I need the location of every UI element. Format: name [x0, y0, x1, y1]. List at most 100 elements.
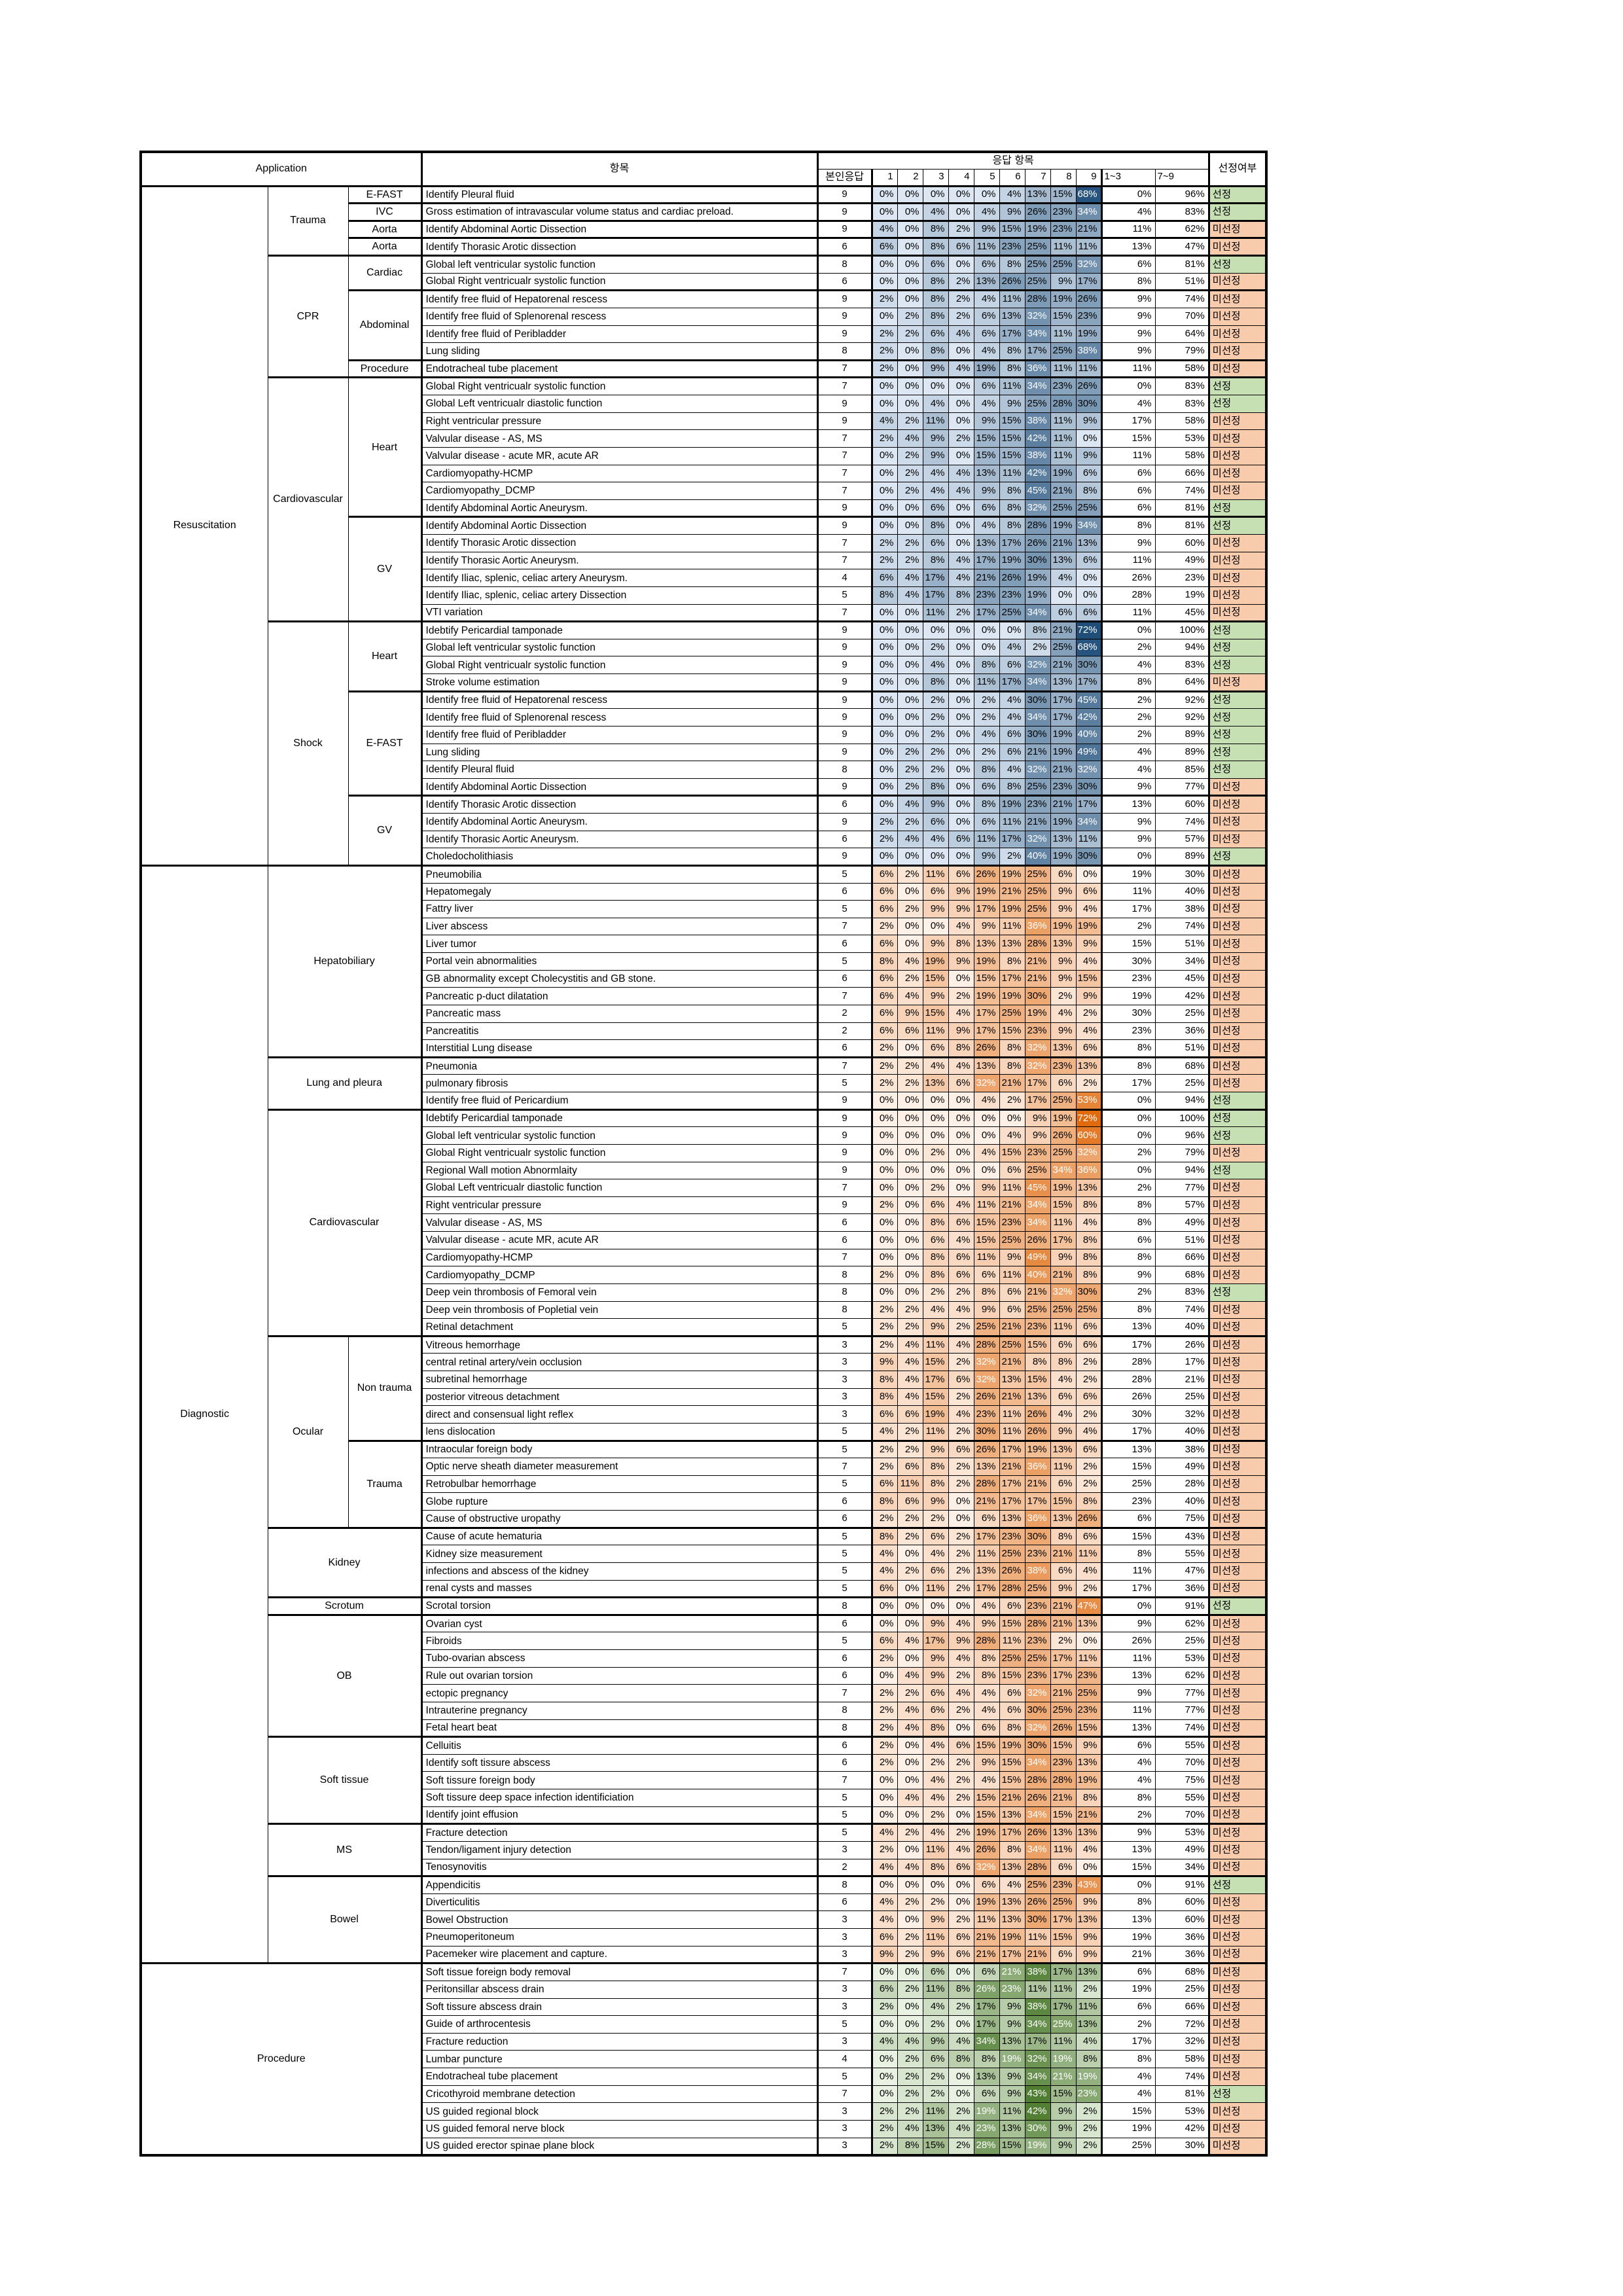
response-pct-cell: 0% [870, 603, 898, 622]
response-pct-cell: 9% [922, 1492, 949, 1511]
response-pct-cell: 4% [948, 1196, 974, 1215]
item-cell: Pneumobilia [420, 864, 818, 884]
item-cell: US guided femoral nerve block [420, 2119, 818, 2138]
response-pct-cell: 2% [1050, 1632, 1077, 1650]
response-pct-cell: 6% [1075, 1318, 1102, 1336]
table-row: Identify Thorasic Aortic Aneurysm. 6 2% 4% 4… [141, 830, 1267, 849]
response-pct-cell: 26% [1024, 1823, 1051, 1842]
item-cell: Pancreatitis [420, 1022, 818, 1041]
response-pct-cell: 2% [897, 325, 923, 344]
status-cell: 미선정 [1207, 1422, 1267, 1441]
response-pct-cell: 4% [948, 325, 974, 344]
response-pct-cell: 17% [1050, 1666, 1077, 1685]
response-pct-cell: 19% [1050, 516, 1077, 535]
r13-pct-cell: 17% [1100, 1422, 1156, 1441]
response-pct-cell: 25% [1050, 1300, 1077, 1319]
response-pct-cell: 0% [922, 1875, 949, 1894]
col-header-self-response: 본인응답 [816, 168, 872, 187]
r13-pct-cell: 11% [1100, 1701, 1156, 1720]
response-pct-cell: 19% [1075, 917, 1102, 936]
response-pct-cell: 9% [999, 2015, 1026, 2034]
response-pct-cell: 13% [999, 1893, 1026, 1912]
response-pct-cell: 2% [948, 2102, 974, 2121]
response-pct-cell: 6% [948, 1074, 974, 1092]
response-pct-cell: 11% [973, 673, 1000, 692]
response-pct-cell: 6% [870, 935, 898, 953]
status-cell: 미선정 [1207, 778, 1267, 797]
response-pct-cell: 30% [1075, 778, 1102, 797]
self-response-cell: 5 [816, 2015, 872, 2034]
response-pct-cell: 4% [973, 1092, 1000, 1110]
item-cell: Fracture reduction [420, 2032, 818, 2051]
response-pct-cell: 0% [897, 638, 923, 657]
response-pct-cell: 2% [948, 1283, 974, 1302]
response-pct-cell: 4% [897, 1388, 923, 1407]
response-pct-cell: 30% [1024, 2119, 1051, 2138]
response-pct-cell: 0% [870, 307, 898, 326]
response-pct-cell: 8% [870, 952, 898, 971]
r79-pct-cell: 70% [1154, 307, 1209, 326]
response-pct-cell: 4% [1075, 952, 1102, 971]
self-response-cell: 7 [816, 534, 872, 552]
response-pct-cell: 8% [1024, 620, 1051, 639]
response-pct-cell: 8% [922, 673, 949, 692]
r13-pct-cell: 8% [1100, 1545, 1156, 1563]
response-pct-cell: 19% [973, 2102, 1000, 2121]
response-pct-cell: 45% [1075, 690, 1102, 709]
response-pct-cell: 6% [948, 1928, 974, 1946]
self-response-cell: 7 [816, 376, 872, 395]
self-response-cell: 6 [816, 1736, 872, 1755]
response-pct-cell: 4% [948, 1004, 974, 1023]
response-pct-cell: 21% [999, 882, 1026, 901]
response-pct-cell: 2% [870, 1196, 898, 1215]
item-cell: posterior vitreous detachment [420, 1388, 818, 1407]
response-pct-cell: 21% [1024, 1283, 1051, 1302]
response-pct-cell: 25% [1050, 255, 1077, 274]
r79-pct-cell: 83% [1154, 376, 1209, 395]
r13-pct-cell: 13% [1100, 1719, 1156, 1738]
self-response-cell: 8 [816, 1266, 872, 1284]
self-response-cell: 5 [816, 1526, 872, 1546]
response-pct-cell: 13% [999, 1858, 1026, 1877]
response-pct-cell: 11% [1050, 446, 1077, 465]
item-cell: Identify Iliac, splenic, celiac artery A… [420, 569, 818, 587]
table-row: Diagnostic Hepatobiliary Pneumobilia 5 6% 2% 1… [140, 864, 1267, 1964]
response-pct-cell: 26% [1050, 1126, 1077, 1145]
r13-pct-cell: 19% [1100, 2119, 1156, 2138]
col-header-2: 2 [897, 168, 923, 187]
r79-pct-cell: 94% [1154, 1092, 1209, 1110]
r13-pct-cell: 0% [1100, 1092, 1156, 1110]
item-cell: Global Right ventricualr systolic functi… [420, 272, 818, 291]
response-pct-cell: 0% [897, 1649, 923, 1668]
response-pct-cell: 11% [999, 1405, 1026, 1424]
item-cell: Identify free fluid of Peribladder [420, 325, 818, 344]
r13-pct-cell: 0% [1100, 376, 1156, 395]
self-response-cell: 6 [816, 935, 872, 953]
response-pct-cell: 13% [1075, 1753, 1102, 1772]
r13-pct-cell: 4% [1100, 1771, 1156, 1789]
category-cell: Kidney [267, 1526, 422, 1598]
status-cell: 미선정 [1207, 603, 1267, 622]
subcategory-cell: Aorta [348, 219, 422, 239]
item-cell: Regional Wall motion Abnormlaity [420, 1161, 818, 1180]
response-pct-cell: 8% [948, 2050, 974, 2068]
response-pct-cell: 26% [999, 272, 1026, 291]
response-pct-cell: 8% [1075, 1266, 1102, 1284]
response-pct-cell: 17% [999, 969, 1026, 988]
r13-pct-cell: 13% [1100, 1666, 1156, 1685]
self-response-cell: 9 [816, 725, 872, 744]
r79-pct-cell: 38% [1154, 900, 1209, 918]
response-pct-cell: 19% [1050, 1179, 1077, 1197]
r79-pct-cell: 53% [1154, 429, 1209, 448]
table-row: Cardiovascular Idebtify Pericardial tampo… [141, 1108, 1267, 1336]
response-pct-cell: 4% [870, 1562, 898, 1581]
response-pct-cell: 8% [897, 2137, 923, 2156]
response-pct-cell: 23% [1024, 1318, 1051, 1336]
response-pct-cell: 4% [870, 1858, 898, 1877]
r79-pct-cell: 49% [1154, 1458, 1209, 1476]
table-row: Kidney Cause of acute hematuria 5 8% 2% 6% 2% 1… [141, 1526, 1267, 1598]
r79-pct-cell: 55% [1154, 1736, 1209, 1755]
response-pct-cell: 4% [1075, 1840, 1102, 1859]
response-pct-cell: 19% [922, 952, 949, 971]
response-pct-cell: 9% [973, 412, 1000, 431]
